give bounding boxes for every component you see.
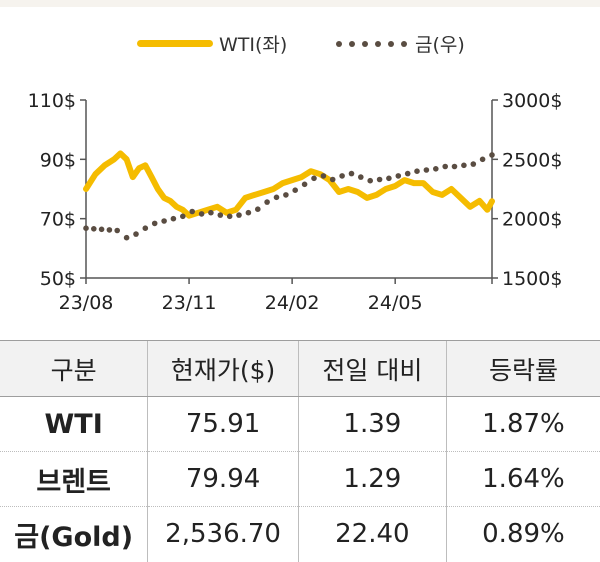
series-point-gold <box>358 174 364 180</box>
cell-change: 22.40 <box>297 506 447 562</box>
x-tick-label: 23/11 <box>162 292 217 314</box>
legend-swatch-wti <box>137 40 213 47</box>
series-point-gold <box>208 209 214 216</box>
series-point-gold <box>386 175 392 182</box>
cell-change: 1.29 <box>297 451 447 507</box>
series-point-gold <box>404 170 411 177</box>
x-tick-label: 23/08 <box>59 292 114 314</box>
series-point-gold <box>254 206 261 212</box>
series-point-gold <box>91 226 97 232</box>
y-left-tick-label: 70$ <box>40 209 76 231</box>
y-right-tick-label: 1500$ <box>502 268 562 290</box>
header-change-rate: 등락률 <box>445 340 600 397</box>
legend-label-wti: WTI(좌) <box>219 34 288 56</box>
series-point-gold <box>320 173 327 179</box>
series-point-gold <box>461 162 467 169</box>
series-point-gold <box>170 215 177 222</box>
series-point-gold <box>180 213 186 220</box>
series-point-gold <box>451 163 458 170</box>
series-point-gold <box>189 208 195 215</box>
header-current-price: 현재가($) <box>147 340 299 397</box>
cell-change: 1.39 <box>297 396 447 452</box>
series-point-gold <box>367 177 374 184</box>
x-tick-label: 24/05 <box>368 292 423 314</box>
table-row: 금(Gold) 2,536.70 22.40 0.89% <box>0 506 600 562</box>
series-point-gold <box>470 161 477 167</box>
series-point-gold <box>433 166 439 172</box>
series-point-gold <box>98 226 105 233</box>
series-point-gold <box>217 212 224 218</box>
legend-item-wti: WTI(좌) <box>137 30 287 57</box>
row-name: 브렌트 <box>0 451 148 507</box>
legend-label-gold: 금(우) <box>415 34 465 56</box>
series-point-gold <box>329 176 336 183</box>
series-point-gold <box>226 213 233 220</box>
row-name: 금(Gold) <box>14 521 134 553</box>
series-point-gold <box>245 209 252 216</box>
header-category: 구분 <box>0 340 148 397</box>
table-header-row: 구분 현재가($) 전일 대비 등락률 <box>0 340 600 397</box>
series-point-gold <box>236 212 242 218</box>
cell-price: 79.94 <box>147 451 299 507</box>
series-point-gold <box>133 231 139 237</box>
series-point-gold <box>376 176 383 183</box>
y-right-tick-label: 2000$ <box>502 209 562 231</box>
series-point-gold <box>106 227 113 233</box>
series-point-gold <box>292 187 299 193</box>
series-point-gold <box>423 167 430 173</box>
line-chart: 110$ 90$ 70$ 50$ 3000$ 2500$ 2000$ 1500$ 23/08 23… <box>28 90 563 314</box>
table-row: 브렌트 79.94 1.29 1.64% <box>0 451 600 507</box>
series-point-gold <box>264 199 270 205</box>
x-tick-label: 24/02 <box>265 292 320 314</box>
series-point-gold <box>348 170 355 177</box>
price-table: 구분 현재가($) 전일 대비 등락률 WTI 75.91 1.39 1.87%… <box>0 340 600 562</box>
cell-price: 75.91 <box>147 396 299 452</box>
series-point-gold <box>83 225 89 231</box>
top-bar <box>0 0 600 7</box>
series-line-wti <box>83 150 495 219</box>
legend-item-gold: 금(우) <box>336 30 465 57</box>
series-point-gold <box>311 175 317 182</box>
y-left-tick-label: 50$ <box>40 268 76 290</box>
header-change: 전일 대비 <box>297 340 447 397</box>
series-point-gold <box>142 225 149 231</box>
cell-rate: 1.87% <box>445 396 600 452</box>
y-left-tick-label: 90$ <box>40 149 76 171</box>
series-point-gold <box>479 156 486 163</box>
series-point-gold <box>489 152 495 158</box>
series-point-gold <box>273 194 280 201</box>
series-point-gold <box>301 181 308 188</box>
series-point-gold <box>442 163 449 170</box>
series-point-gold <box>114 227 120 234</box>
cell-price: 2,536.70 <box>147 506 299 562</box>
series-point-gold <box>339 173 345 179</box>
cell-rate: 0.89% <box>445 506 600 562</box>
series-point-gold <box>198 211 205 217</box>
legend-swatch-gold <box>336 40 407 47</box>
series-point-gold <box>161 218 167 224</box>
series-point-gold <box>123 234 130 241</box>
table-row: WTI 75.91 1.39 1.87% <box>0 396 600 452</box>
series-point-gold <box>151 220 158 227</box>
series-point-gold <box>283 192 289 198</box>
chart-legend: WTI(좌) 금(우) <box>0 30 600 57</box>
series-point-gold <box>414 168 420 174</box>
y-right-tick-label: 2500$ <box>502 149 562 171</box>
series-point-gold <box>395 173 402 179</box>
y-left-tick-label: 110$ <box>28 90 76 112</box>
y-right-tick-label: 3000$ <box>502 90 562 112</box>
row-name: WTI <box>0 396 148 452</box>
cell-rate: 1.64% <box>445 451 600 507</box>
